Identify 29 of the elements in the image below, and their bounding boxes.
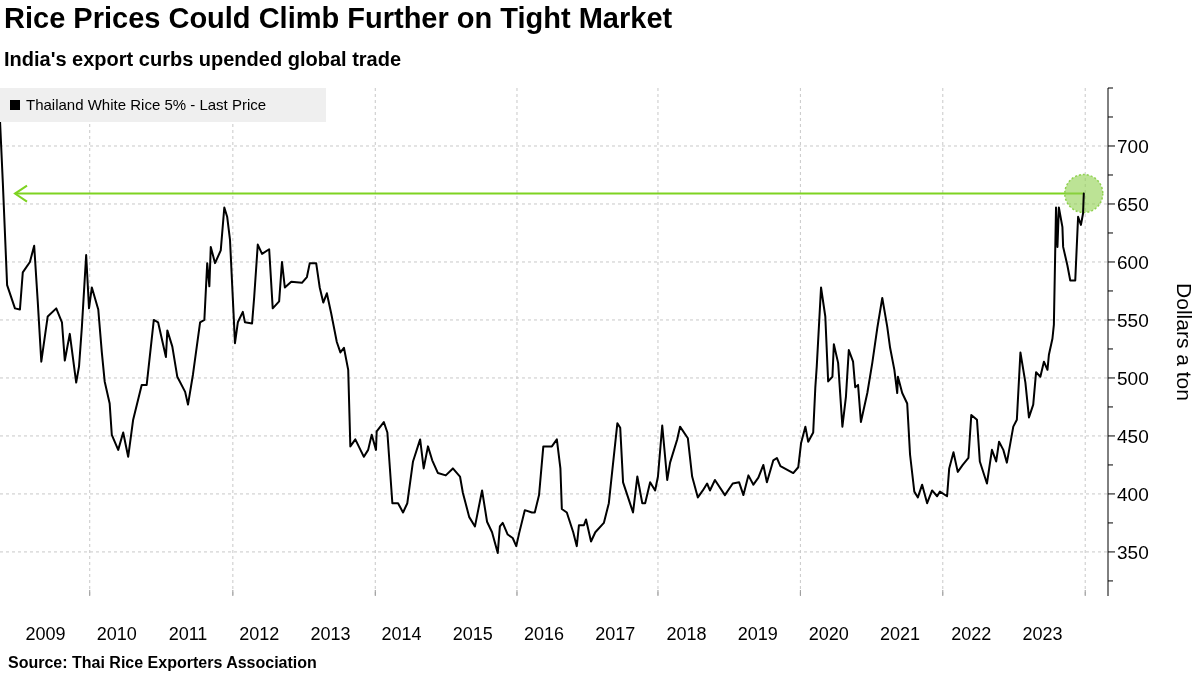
x-tick-label: 2022 — [951, 624, 992, 644]
legend-label: Thailand White Rice 5% - Last Price — [26, 96, 267, 114]
y-axis-title: Dollars a ton — [1173, 283, 1196, 401]
y-tick-label: 500 — [1117, 367, 1149, 389]
x-tick-label: 2018 — [666, 624, 707, 644]
y-tick-label: 700 — [1117, 135, 1149, 157]
chart-subtitle: India's export curbs upended global trade — [4, 48, 402, 70]
y-tick-label: 550 — [1117, 309, 1149, 331]
x-tick-label: 2011 — [168, 624, 208, 644]
x-tick-label: 2013 — [310, 624, 351, 644]
x-tick-label: 2009 — [25, 624, 66, 644]
line-series — [0, 119, 1085, 555]
x-tick-label: 2021 — [880, 624, 921, 644]
x-tick-label: 2012 — [239, 624, 280, 644]
x-tick-label: 2020 — [808, 624, 849, 644]
x-tick-label: 2023 — [1022, 624, 1063, 644]
y-tick-label: 350 — [1117, 541, 1149, 563]
source-note: Source: Thai Rice Exporters Association — [8, 654, 317, 671]
x-tick-label: 2015 — [452, 624, 493, 644]
x-tick-label: 2014 — [381, 624, 422, 644]
x-tick-label: 2010 — [96, 624, 137, 644]
x-tick-label: 2019 — [737, 624, 778, 644]
y-tick-label: 600 — [1117, 251, 1149, 273]
y-tick-label: 450 — [1117, 425, 1149, 447]
chart-title: Rice Prices Could Climb Further on Tight Market — [4, 2, 673, 34]
y-tick-label: 400 — [1117, 483, 1149, 505]
y-tick-label: 650 — [1117, 193, 1149, 215]
x-tick-label: 2017 — [595, 624, 636, 644]
x-tick-label: 2016 — [524, 624, 565, 644]
